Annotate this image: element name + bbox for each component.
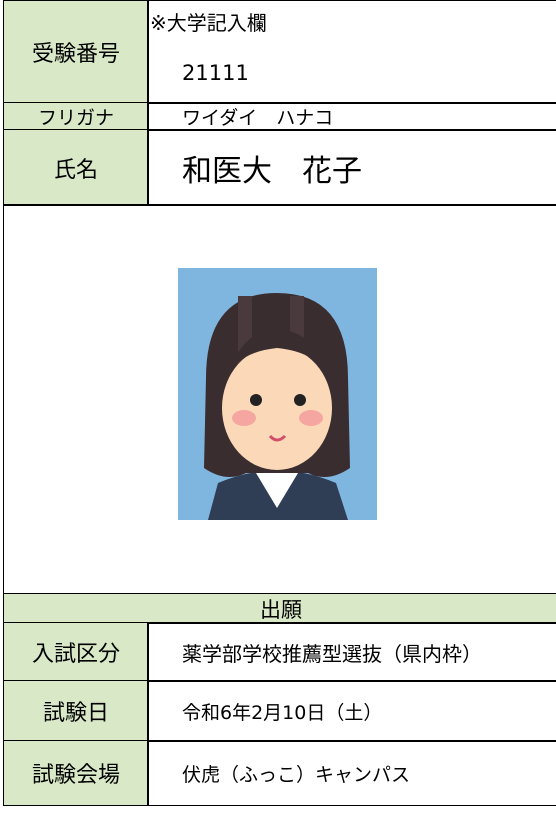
row-value: 薬学部学校推薦型選抜（県内枠） — [182, 641, 482, 666]
value-cell: 伏虎（ふっこ）キャンパス — [147, 740, 556, 806]
label-cell: 氏名 — [3, 129, 149, 206]
name-cell: 和医大 花子 — [147, 129, 556, 206]
kana: ワイダイ ハナコ — [182, 107, 334, 129]
row-value: 令和6年2月10日（土） — [182, 701, 383, 724]
value-cell: 令和6年2月10日（土） — [147, 680, 556, 742]
section-header: 出願 — [3, 593, 556, 624]
row-label: 入試区分 — [31, 642, 120, 667]
name-label: 氏名 — [53, 157, 98, 183]
photo-cell — [3, 204, 556, 595]
row-label: 試験会場 — [31, 763, 120, 788]
section-title: 出願 — [260, 597, 302, 622]
name: 和医大 花子 — [182, 153, 362, 189]
id-label: 受験番号 — [31, 42, 120, 67]
label-cell: 試験日 — [3, 680, 149, 742]
id-cell: ※大学記入欄 21111 — [147, 0, 556, 104]
kana-label: フリガナ — [37, 107, 114, 129]
label-cell: 試験会場 — [3, 740, 149, 806]
row-label: 試験日 — [42, 701, 109, 726]
photo — [178, 268, 377, 520]
value-cell: 薬学部学校推薦型選抜（県内枠） — [147, 622, 556, 682]
label-cell: フリガナ — [3, 102, 149, 131]
exam-id: 21111 — [182, 61, 249, 85]
row-value: 伏虎（ふっこ）キャンパス — [182, 763, 411, 786]
label-cell: 受験番号 — [3, 0, 149, 104]
office-note: ※大学記入欄 — [150, 11, 267, 35]
label-cell: 入試区分 — [3, 622, 149, 682]
kana-cell: ワイダイ ハナコ — [147, 102, 556, 131]
